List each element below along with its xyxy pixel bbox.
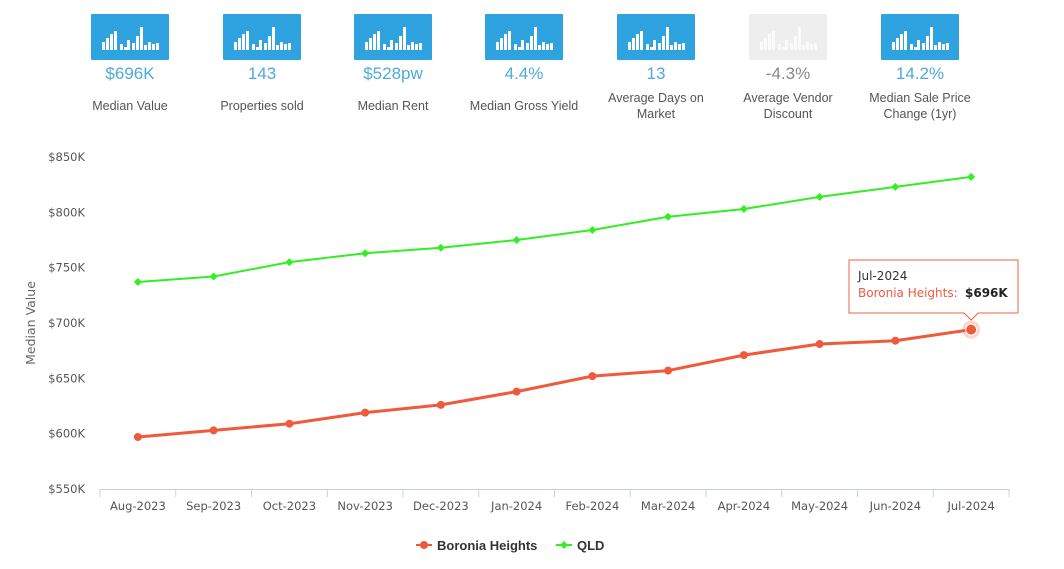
stat-value: $696K (105, 64, 155, 83)
bar-chart-icon (485, 14, 563, 60)
stat-median-value[interactable]: $696K Median Value (64, 14, 196, 114)
series-line-boronia-heights (136, 328, 973, 439)
data-point-qld[interactable] (815, 192, 824, 201)
data-point-boronia-heights[interactable] (815, 340, 824, 349)
x-tick-label: Jun-2024 (869, 499, 921, 513)
x-tick-label: Jan-2024 (490, 499, 542, 513)
bar-chart-icon (91, 14, 169, 60)
stat-label: Median Value (92, 99, 168, 113)
stat-label: Median Rent (357, 99, 429, 113)
stat-median-sale-price-change-1yr[interactable]: 14.2% Median Sale Price Change (1yr) (854, 14, 986, 122)
y-tick-label: $750K (48, 261, 85, 275)
data-point-boronia-heights[interactable] (209, 426, 218, 435)
stat-properties-sold[interactable]: 143 Properties sold (196, 14, 328, 114)
stat-value: 4.4% (504, 64, 544, 83)
series-line-qld (136, 175, 973, 284)
data-point-qld[interactable] (891, 182, 900, 191)
y-tick-label: $850K (48, 150, 85, 164)
stat-median-gross-yield[interactable]: 4.4% Median Gross Yield (458, 14, 590, 114)
data-point-boronia-heights[interactable] (361, 408, 370, 417)
x-tick-label: Jul-2024 (946, 499, 994, 513)
x-tick-label: Apr-2024 (718, 499, 771, 513)
data-point-qld[interactable] (967, 172, 976, 181)
stat-average-vendor-discount[interactable]: -4.3% Average Vendor Discount (722, 14, 854, 122)
stat-value: 14.2% (895, 64, 945, 83)
stat-value: -4.3% (765, 64, 811, 83)
data-point-boronia-heights[interactable] (891, 336, 900, 345)
bar-chart-icon (223, 14, 301, 60)
data-point-boronia-heights[interactable] (739, 351, 748, 360)
bar-chart-icon (749, 14, 827, 60)
data-point-qld[interactable] (361, 249, 370, 258)
stat-label: Median Gross Yield (469, 99, 579, 113)
y-tick-label: $800K (48, 205, 85, 219)
x-tick-label: Nov-2023 (337, 499, 393, 513)
data-point-boronia-heights[interactable] (588, 372, 597, 381)
stat-median-rent[interactable]: $528pw Median Rent (327, 14, 459, 114)
tooltip-title: Jul-2024 (857, 269, 907, 283)
y-tick-label: $550K (48, 482, 85, 496)
data-point-qld[interactable] (436, 243, 445, 252)
bar-chart-icon (617, 14, 695, 60)
data-point-boronia-heights[interactable] (965, 323, 978, 336)
x-tick-label: Oct-2023 (263, 499, 316, 513)
data-point-qld[interactable] (209, 272, 218, 281)
stat-label: Average Vendor Discount (743, 91, 833, 121)
stat-label: Median Sale Price Change (1yr) (869, 91, 971, 121)
x-tick-label: Dec-2023 (413, 499, 469, 513)
y-axis-title: Median Value (23, 281, 38, 365)
x-tick-label: Mar-2024 (641, 499, 695, 513)
bar-chart-icon (354, 14, 432, 60)
y-tick-label: $700K (48, 316, 85, 330)
y-tick-label: $650K (48, 371, 85, 385)
tooltip-value: $696K (965, 286, 1008, 300)
x-tick-label: Feb-2024 (565, 499, 619, 513)
data-point-qld[interactable] (133, 278, 142, 287)
median-value-chart: $550K $600K $650K $700K $750K $800K $850K Media… (23, 150, 1019, 553)
data-point-boronia-heights[interactable] (512, 387, 521, 396)
legend-marker-qld (560, 541, 568, 549)
tooltip-series-name: Boronia Heights: (858, 286, 958, 300)
y-tick-label: $600K (48, 427, 85, 441)
x-tick-label: May-2024 (791, 499, 848, 513)
data-point-qld[interactable] (512, 236, 521, 244)
legend-label-qld[interactable]: QLD (577, 538, 604, 553)
legend-marker-boronia-heights (420, 541, 428, 549)
data-point-qld[interactable] (285, 258, 294, 267)
stat-average-days-on-market[interactable]: 13 Average Days on Market (590, 14, 722, 122)
data-point-boronia-heights[interactable] (285, 419, 294, 428)
stats-bar: $696K Median Value 143 Properties sold $528p… (60, 14, 990, 134)
x-tick-label: Aug-2023 (110, 499, 166, 513)
legend-label-boronia-heights[interactable]: Boronia Heights (437, 538, 537, 553)
data-point-qld[interactable] (664, 212, 673, 221)
stat-label: Properties sold (220, 99, 304, 113)
data-point-boronia-heights[interactable] (436, 400, 445, 409)
data-point-boronia-heights[interactable] (133, 432, 142, 441)
data-point-boronia-heights[interactable] (664, 366, 673, 375)
stat-label: Average Days on Market (608, 91, 704, 121)
bar-chart-icon (881, 14, 959, 60)
tooltip-box (848, 259, 1019, 321)
stat-value: 13 (646, 64, 666, 83)
stat-value: $528pw (363, 64, 423, 83)
data-point-qld[interactable] (739, 205, 748, 214)
stat-value: 143 (247, 64, 277, 83)
data-point-qld[interactable] (588, 226, 597, 235)
x-tick-label: Sep-2023 (186, 499, 241, 513)
